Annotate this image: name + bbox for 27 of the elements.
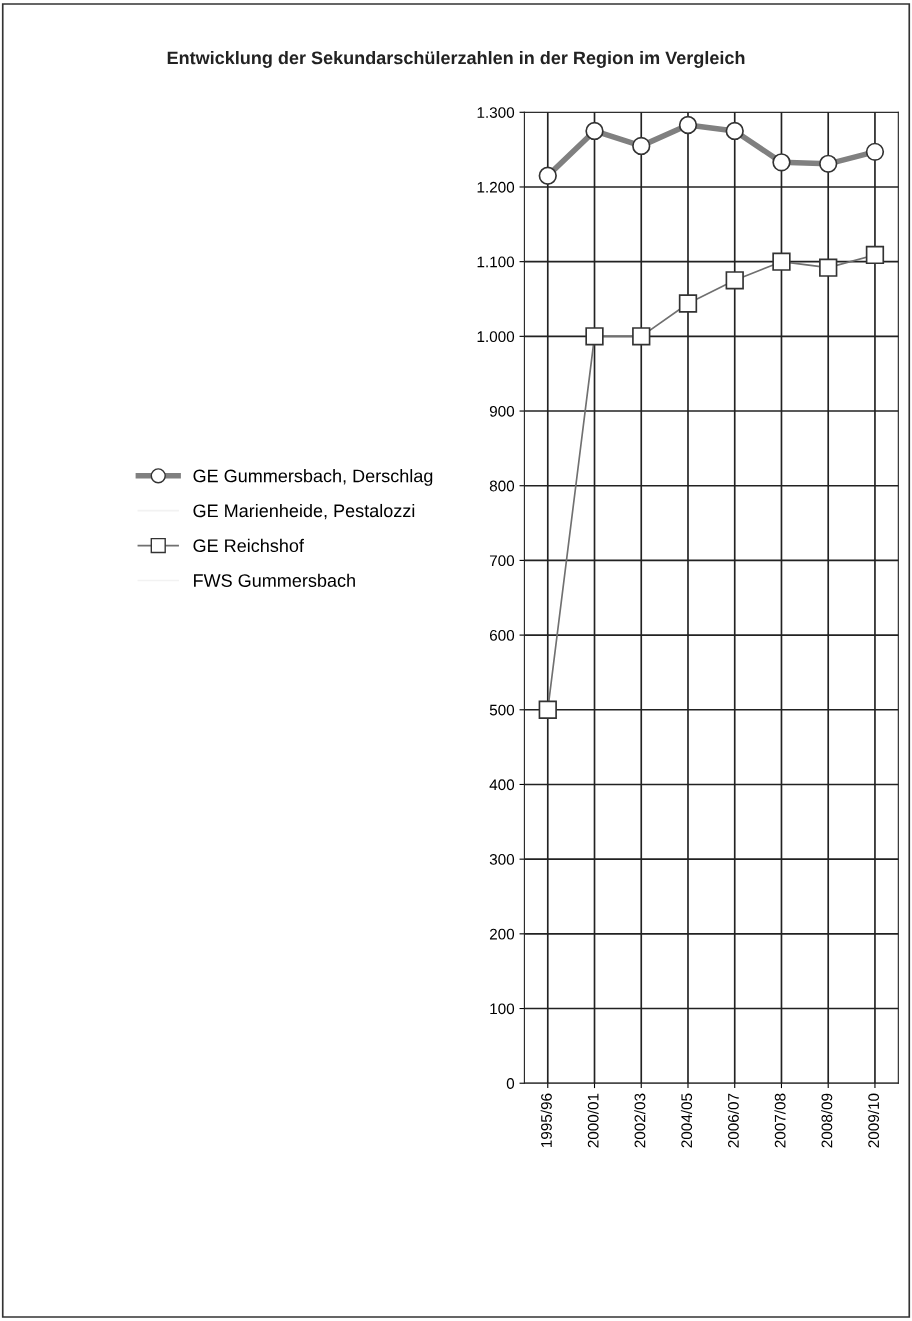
y-tick-label: 300 [489, 854, 515, 865]
y-tick-label: 600 [489, 629, 515, 641]
y-tick-label: 500 [489, 704, 515, 716]
y-tick-label: 700 [489, 555, 515, 567]
y-tick-label: 200 [489, 928, 515, 940]
y-tick-label: 800 [489, 480, 515, 492]
x-tick-label: 1995/96 [540, 1093, 552, 1147]
y-tick-label: 0 [506, 1078, 515, 1089]
x-tick-label: 2008/09 [821, 1093, 833, 1148]
y-tick-label: 400 [489, 779, 515, 791]
x-tick-label: 2009/10 [867, 1093, 880, 1148]
y-tick-label: 1.300 [477, 107, 515, 118]
legend-label: GE Gummersbach, Derschlag [193, 469, 433, 486]
x-tick-label: 2004/05 [680, 1093, 693, 1148]
y-tick-label: 1.200 [477, 181, 515, 193]
legend-label: FWS Gummersbach [194, 573, 355, 587]
x-tick-label: 2006/07 [727, 1093, 739, 1148]
x-tick-label: 2002/03 [634, 1093, 646, 1148]
y-tick-label: 1.100 [477, 256, 515, 268]
legend-label: GE Marienheide, Pestalozzi [193, 503, 415, 520]
y-tick-label: 1.000 [477, 331, 515, 343]
chart-title: Entwicklung der Sekundarschülerzahlen in der Region im Vergleich [167, 50, 745, 68]
y-tick-label: 900 [489, 405, 515, 417]
legend-label: GE Reichshof [193, 538, 304, 553]
x-tick-label: 2000/01 [587, 1093, 599, 1148]
y-tick-label: 100 [490, 1003, 515, 1015]
x-tick-label: 2007/08 [774, 1093, 786, 1148]
